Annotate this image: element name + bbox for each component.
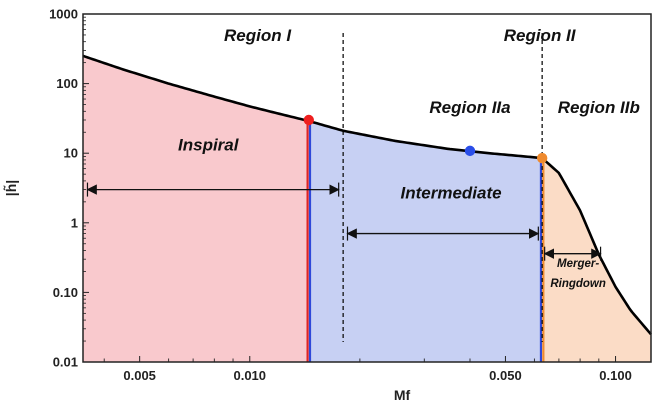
phase-label-3: Ringdown: [550, 278, 606, 290]
region-fills: [83, 55, 651, 363]
region-fill-0: [83, 55, 309, 363]
region-fill-2: [542, 158, 651, 362]
x-tick-label-1: 0.010: [233, 368, 266, 383]
transition-point-1: [464, 145, 476, 157]
amplitude-curve: [82, 54, 652, 336]
region-label-1: Region II: [504, 26, 577, 45]
transition-points: [303, 114, 548, 164]
x-tick-label-0: 0.005: [123, 368, 156, 383]
y-tick-label-0: 0.01: [53, 355, 78, 370]
y-tick-label-4: 100: [56, 76, 78, 91]
region-fill-1: [308, 121, 543, 363]
transition-point-0: [303, 114, 314, 126]
region-label-2: Region IIa: [429, 98, 510, 117]
amplitude-curve-group: [82, 54, 652, 336]
y-tick-label-5: 1000: [49, 7, 78, 22]
y-tick-label-1: 0.10: [53, 285, 78, 300]
y-tick-label-3: 10: [64, 146, 78, 161]
region-label-0: Region I: [224, 26, 292, 45]
axes: 0.005 0.010 0.050 0.100 0.01 0.10 1 10 100 1000 Mf…: [2, 7, 632, 404]
transition-point-2: [536, 152, 548, 164]
y-tick-label-2: 1: [71, 215, 78, 230]
plot-frame: [82, 13, 652, 363]
phase-label-1: Intermediate: [400, 183, 501, 202]
annotations: Inspiral Intermediate Merger- Ringdown Regio…: [178, 26, 640, 290]
phase-label-0: Inspiral: [178, 135, 240, 154]
x-axis-title: Mf: [394, 387, 411, 403]
region-boundaries: [306, 121, 545, 362]
phase-label-2: Merger-: [557, 258, 599, 270]
x-tick-label-2: 0.050: [489, 368, 522, 383]
x-tick-label-3: 0.100: [599, 368, 632, 383]
range-arrows: [86, 182, 602, 261]
dashed-dividers: [342, 33, 543, 342]
y-axis-title: |h̃|: [2, 180, 19, 196]
region-label-3: Region IIb: [558, 98, 640, 117]
